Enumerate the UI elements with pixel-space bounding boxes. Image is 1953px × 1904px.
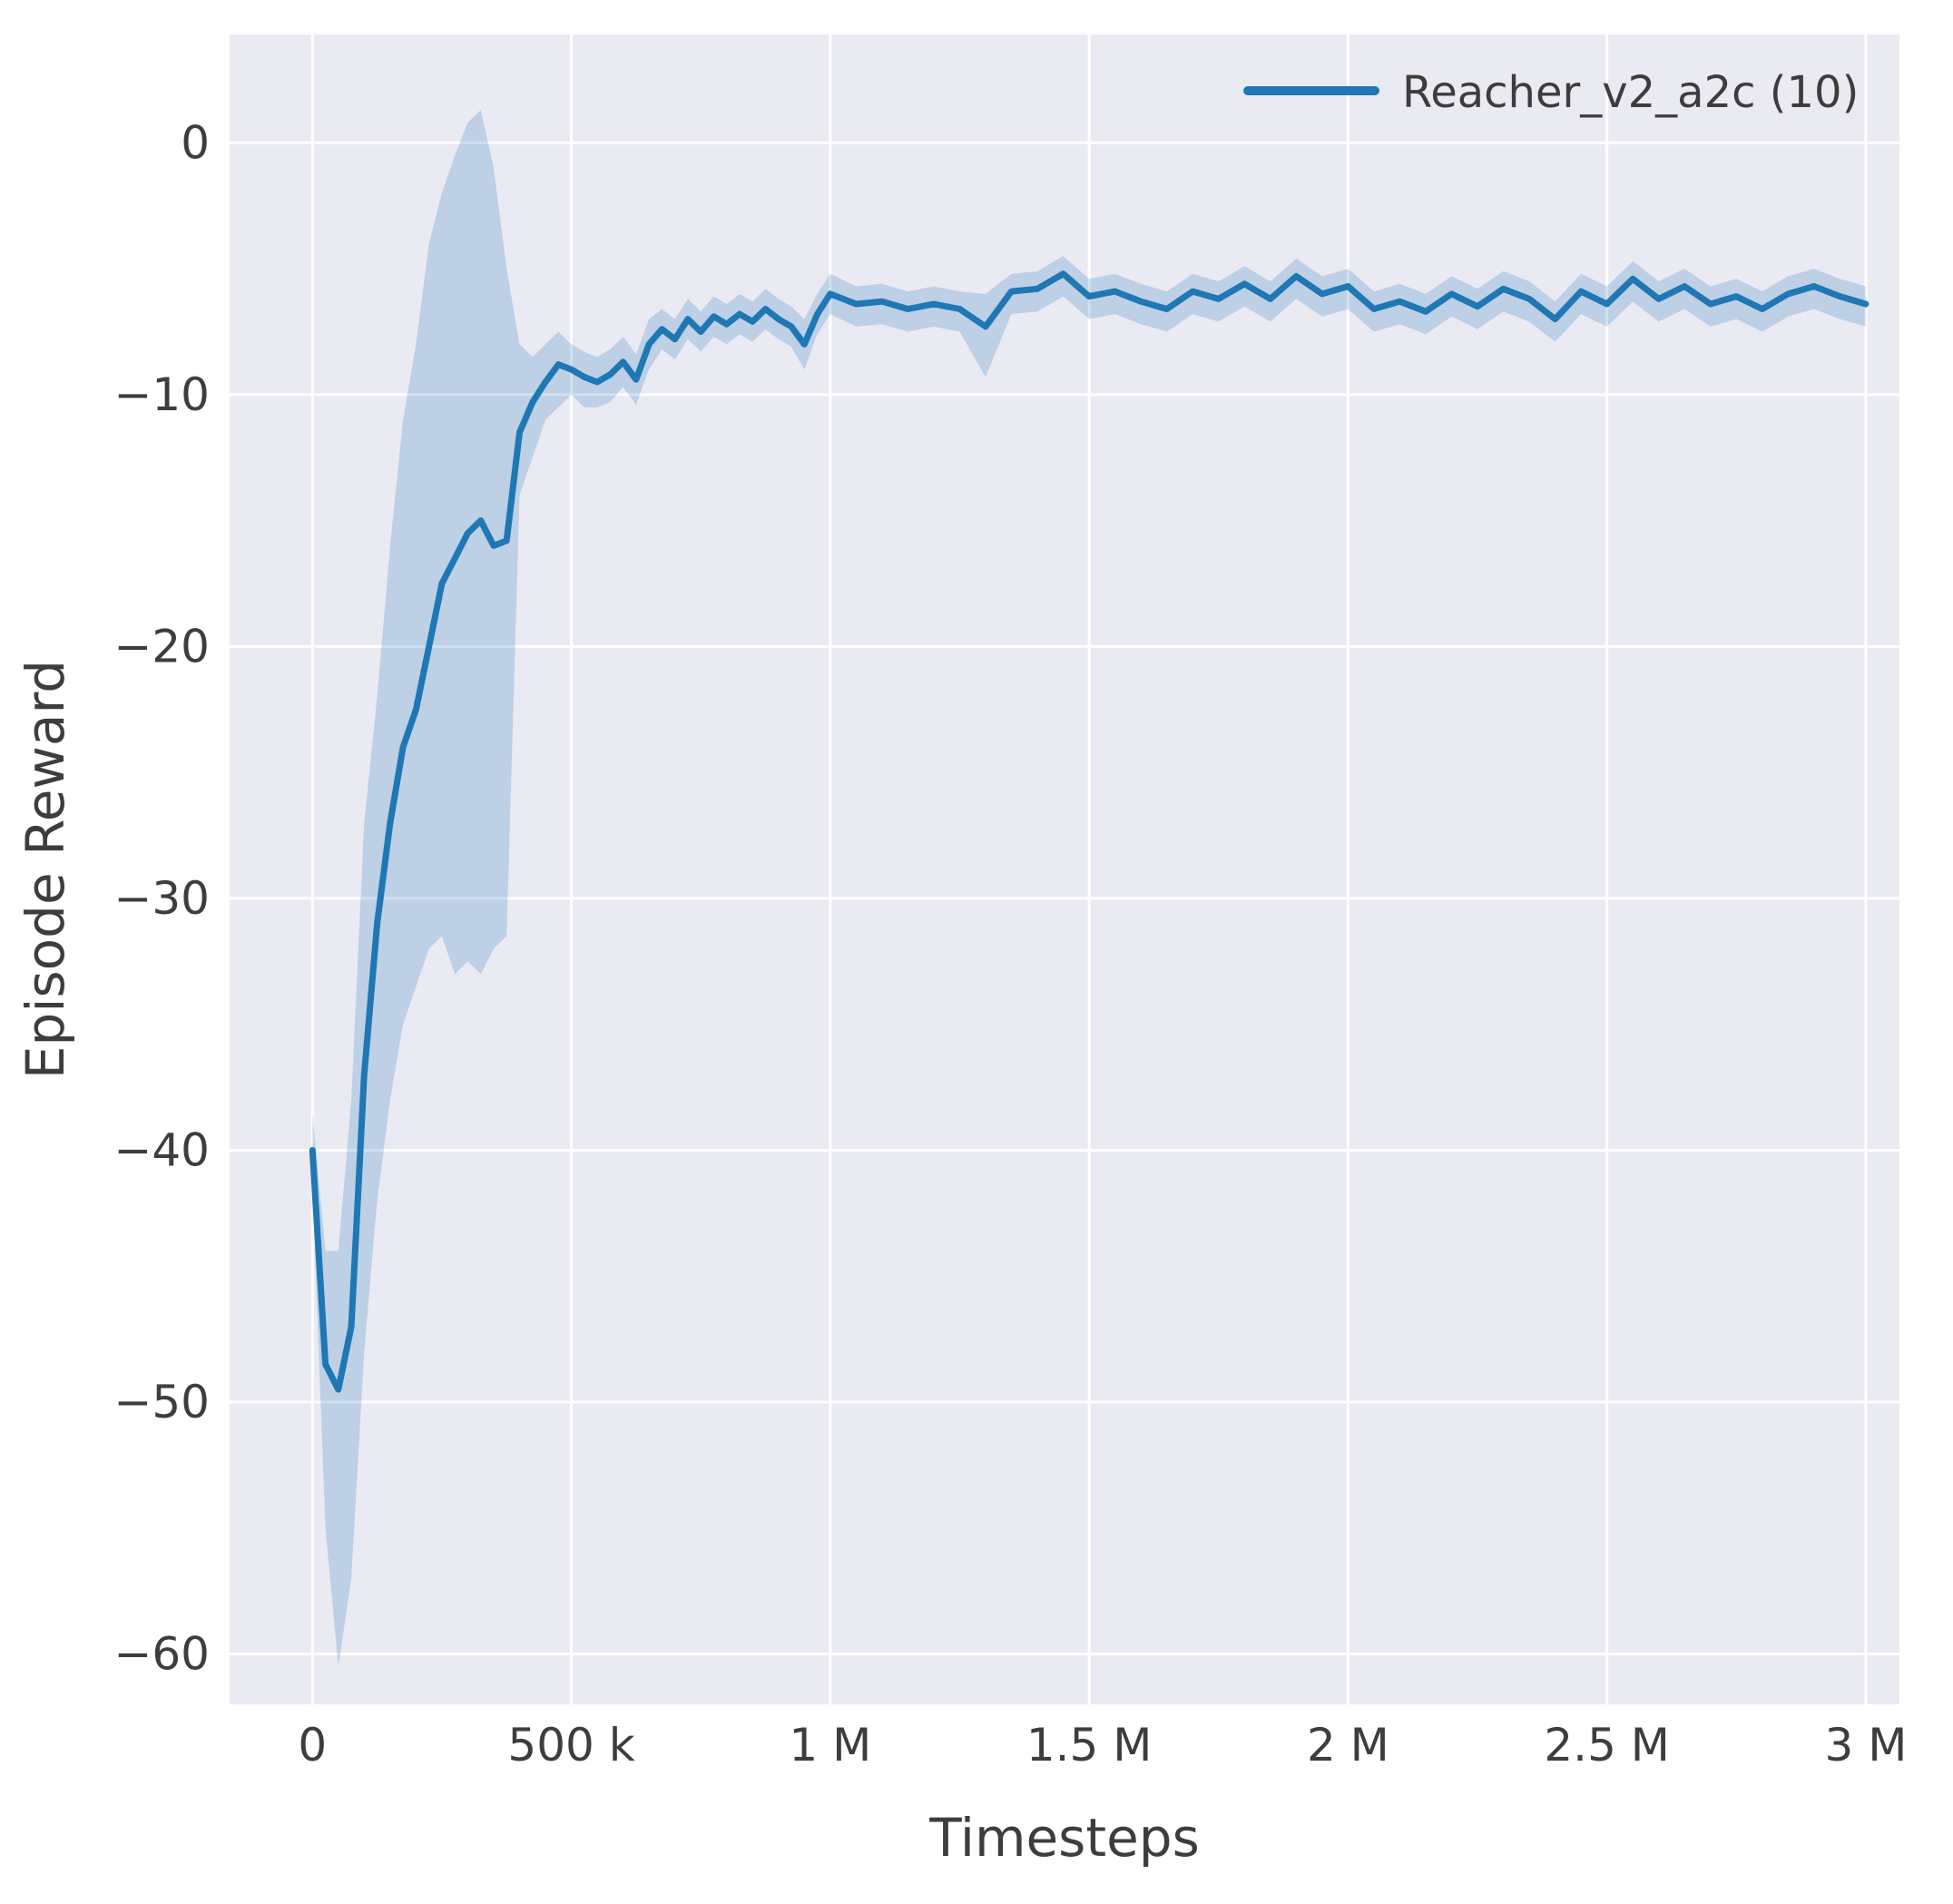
y-tick-label-0: 0 bbox=[181, 116, 210, 169]
x-tick-label-2: 1 M bbox=[789, 1719, 871, 1772]
reward-line bbox=[309, 270, 1870, 1393]
y-tick-label-3: −30 bbox=[113, 872, 210, 925]
y-tick-label-2: −20 bbox=[113, 620, 210, 672]
y-tick-label-6: −60 bbox=[113, 1627, 210, 1680]
legend: Reacher_v2_a2c (10) bbox=[1243, 67, 1859, 118]
x-tick-label-5: 2.5 M bbox=[1544, 1719, 1670, 1772]
x-axis-tick-labels: 0 500 k 1 M 1.5 M 2 M 2.5 M 3 M bbox=[298, 1719, 1907, 1772]
x-tick-label-0: 0 bbox=[298, 1719, 327, 1772]
y-axis-label: Episode Reward bbox=[15, 660, 76, 1079]
x-tick-label-4: 2 M bbox=[1307, 1719, 1389, 1772]
x-tick-label-1: 500 k bbox=[507, 1719, 634, 1772]
legend-label: Reacher_v2_a2c (10) bbox=[1402, 67, 1859, 118]
plot-background bbox=[230, 34, 1899, 1704]
y-tick-label-1: −10 bbox=[113, 368, 210, 421]
y-axis-tick-labels: 0 −10 −20 −30 −40 −50 −60 bbox=[113, 116, 210, 1680]
gridlines bbox=[230, 34, 1899, 1704]
x-tick-label-6: 3 M bbox=[1824, 1719, 1907, 1772]
confidence-band bbox=[312, 110, 1866, 1667]
y-tick-label-5: −50 bbox=[113, 1376, 210, 1428]
x-tick-label-3: 1.5 M bbox=[1026, 1719, 1153, 1772]
y-tick-label-4: −40 bbox=[113, 1124, 210, 1176]
x-axis-label: Timesteps bbox=[928, 1807, 1200, 1869]
